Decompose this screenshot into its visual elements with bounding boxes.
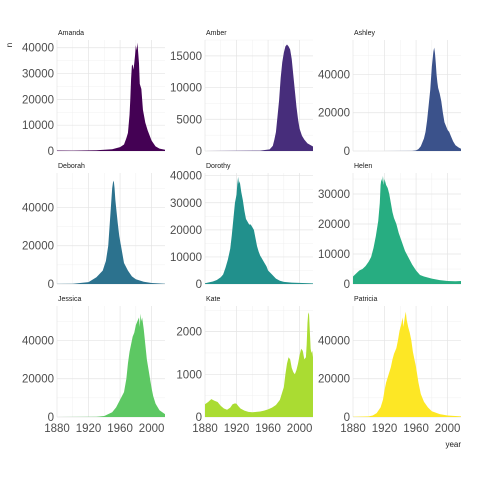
y-tick-label: 30000 (170, 198, 202, 210)
y-tick-label: 30000 (318, 189, 350, 201)
y-tick-label: 20000 (170, 225, 202, 237)
facet-panel-jessica: Jessica 0 20000 40000 1880 1920 1960 2000 (22, 296, 165, 435)
y-tick-label: 2000 (176, 327, 202, 339)
x-tick-label: 1880 (44, 423, 70, 435)
facet-panel-kate: Kate 0 1000 2000 1880 1920 1960 2000 (176, 296, 313, 435)
y-tick-label: 30000 (22, 69, 54, 81)
area-series-helen (353, 176, 461, 284)
y-tick-label: 20000 (22, 374, 54, 386)
y-tick-label: 20000 (318, 108, 350, 120)
y-tick-label: 10000 (170, 83, 202, 95)
facet-panel-patricia: Patricia 0 20000 40000 1880 1920 1960 2000 (318, 296, 461, 435)
y-tick-label: 40000 (170, 171, 202, 183)
facet-panel-amber: Amber 0 5000 10000 15000 (170, 30, 313, 158)
facet-panel-amanda: Amanda 0 10000 20000 30000 40000 (22, 30, 165, 158)
y-tick-label: 20000 (22, 94, 54, 106)
y-tick-label: 0 (48, 146, 54, 158)
facet-label-helen: Helen (354, 163, 372, 170)
area-series-patricia (353, 311, 461, 417)
y-tick-label: 20000 (318, 219, 350, 231)
y-tick-label: 10000 (318, 249, 350, 261)
y-tick-label: 0 (196, 146, 202, 158)
y-tick-label: 10000 (170, 252, 202, 264)
facet-panel-helen: Helen 0 10000 20000 30000 (318, 163, 461, 291)
y-tick-label: 40000 (318, 335, 350, 347)
y-tick-label: 20000 (318, 374, 350, 386)
facet-panel-deborah: Deborah 0 20000 40000 (22, 163, 165, 291)
y-tick-label: 40000 (22, 43, 54, 55)
y-tick-label: 0 (48, 412, 54, 424)
facet-label-dorothy: Dorothy (206, 163, 231, 170)
y-tick-label: 0 (344, 146, 350, 158)
x-tick-label: 1960 (107, 423, 133, 435)
x-axis-title: year (445, 440, 461, 449)
y-tick-label: 0 (344, 412, 350, 424)
facet-panel-dorothy: Dorothy 0 10000 20000 30000 40000 (170, 163, 313, 291)
y-tick-label: 40000 (22, 202, 54, 214)
area-series-deborah (57, 180, 165, 284)
area-series-ashley (353, 47, 461, 151)
area-series-amber (205, 44, 313, 151)
facet-panel-ashley: Ashley 0 20000 40000 (318, 30, 461, 158)
x-tick-label: 1960 (403, 423, 429, 435)
facet-label-jessica: Jessica (58, 296, 81, 303)
facet-label-kate: Kate (206, 296, 221, 303)
y-tick-label: 10000 (22, 120, 54, 132)
x-tick-label: 1920 (224, 423, 250, 435)
x-tick-label: 1880 (192, 423, 218, 435)
y-tick-label: 15000 (170, 51, 202, 63)
facet-label-patricia: Patricia (354, 296, 377, 303)
facet-label-amber: Amber (206, 30, 227, 37)
area-series-jessica (57, 313, 165, 417)
y-tick-label: 40000 (22, 335, 54, 347)
y-tick-label: 0 (196, 279, 202, 291)
y-tick-label: 40000 (318, 69, 350, 81)
facet-label-deborah: Deborah (58, 163, 85, 170)
y-tick-label: 0 (344, 279, 350, 291)
x-tick-label: 1920 (372, 423, 398, 435)
x-tick-label: 2000 (435, 423, 461, 435)
y-tick-label: 0 (196, 412, 202, 424)
x-tick-label: 1880 (340, 423, 366, 435)
facet-label-ashley: Ashley (354, 30, 376, 37)
area-series-kate (205, 312, 313, 417)
y-tick-label: 0 (48, 279, 54, 291)
area-series-amanda (57, 42, 165, 151)
area-series-dorothy (205, 177, 313, 284)
y-axis-title: n (5, 43, 14, 47)
x-tick-label: 1920 (76, 423, 102, 435)
y-tick-label: 5000 (176, 114, 202, 126)
x-tick-label: 2000 (139, 423, 165, 435)
y-tick-label: 1000 (176, 369, 202, 381)
y-tick-label: 20000 (22, 241, 54, 253)
facet-label-amanda: Amanda (58, 30, 84, 37)
x-tick-label: 2000 (287, 423, 313, 435)
x-tick-label: 1960 (255, 423, 281, 435)
